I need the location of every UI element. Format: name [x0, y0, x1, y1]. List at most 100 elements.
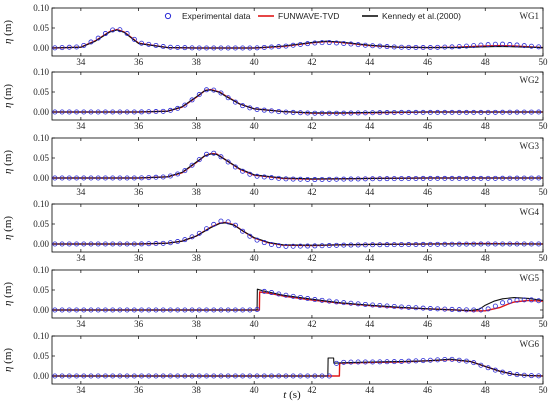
- exp-marker: [348, 41, 354, 47]
- legend-label: Kennedy et al.(2000): [382, 11, 461, 21]
- exp-marker: [449, 356, 455, 362]
- exp-marker: [81, 42, 87, 48]
- exp-marker: [406, 44, 412, 50]
- x-tick-label: 46: [423, 57, 433, 67]
- exp-marker: [189, 373, 195, 379]
- exp-marker: [283, 373, 289, 379]
- exp-marker: [204, 87, 210, 93]
- exp-marker: [514, 109, 520, 115]
- panel-frame: [51, 71, 544, 121]
- exp-marker: [348, 359, 354, 365]
- exp-marker: [59, 109, 65, 115]
- exp-marker: [312, 177, 318, 183]
- exp-marker: [211, 373, 217, 379]
- x-tick-label: 44: [365, 57, 375, 67]
- exp-marker: [471, 109, 477, 115]
- exp-marker: [384, 176, 390, 182]
- exp-marker: [52, 241, 58, 247]
- exp-marker: [492, 175, 498, 181]
- exp-marker: [471, 175, 477, 181]
- exp-marker: [370, 359, 376, 365]
- panel-frame: [51, 7, 544, 57]
- exp-marker: [370, 43, 376, 49]
- panel-label: WG6: [520, 339, 540, 349]
- exp-marker: [182, 168, 188, 174]
- exp-marker: [456, 357, 462, 363]
- exp-marker: [528, 373, 534, 379]
- exp-marker: [406, 176, 412, 182]
- exp-marker: [146, 241, 152, 247]
- y-tick-label: 0.00: [33, 107, 49, 117]
- exp-marker: [276, 291, 282, 297]
- exp-marker: [420, 305, 426, 311]
- exp-marker: [240, 373, 246, 379]
- exp-marker: [471, 43, 477, 49]
- exp-marker: [74, 109, 80, 115]
- exp-marker: [225, 307, 231, 313]
- y-tick-label: 0.10: [33, 265, 49, 275]
- exp-marker: [160, 307, 166, 313]
- panel-label: WG2: [520, 75, 540, 85]
- exp-marker: [182, 45, 188, 51]
- exp-marker: [102, 373, 108, 379]
- exp-marker: [110, 109, 116, 115]
- exp-marker: [463, 358, 469, 364]
- exp-marker: [442, 306, 448, 312]
- exp-marker: [427, 306, 433, 312]
- x-tick-label: 38: [192, 385, 202, 395]
- exp-marker: [456, 44, 462, 50]
- exp-marker: [110, 175, 116, 181]
- x-tick-label: 36: [134, 319, 144, 329]
- x-tick-label: 44: [365, 385, 375, 395]
- exp-marker: [131, 307, 137, 313]
- exp-marker: [196, 230, 202, 236]
- exp-marker: [261, 288, 267, 294]
- x-tick-label: 46: [423, 121, 433, 131]
- x-tick-label: 44: [365, 319, 375, 329]
- exp-marker: [507, 298, 513, 304]
- x-tick-label: 42: [307, 385, 316, 395]
- exp-marker: [232, 373, 238, 379]
- exp-marker: [478, 307, 484, 313]
- exp-marker: [492, 241, 498, 247]
- exp-marker: [406, 304, 412, 310]
- exp-marker: [312, 110, 318, 116]
- exp-marker: [528, 175, 534, 181]
- exp-marker: [74, 241, 80, 247]
- exp-marker: [88, 175, 94, 181]
- y-axis-label: η (m): [2, 216, 14, 240]
- exp-marker: [269, 373, 275, 379]
- exp-marker: [261, 107, 267, 113]
- exp-marker: [514, 175, 520, 181]
- kennedy-line: [52, 288, 543, 311]
- exp-marker: [182, 102, 188, 108]
- exp-marker: [52, 373, 58, 379]
- exp-marker: [341, 176, 347, 182]
- exp-marker: [290, 42, 296, 48]
- exp-marker: [398, 109, 404, 115]
- exp-marker: [204, 373, 210, 379]
- y-axis-label: η (m): [2, 150, 14, 174]
- exp-marker: [514, 241, 520, 247]
- exp-marker: [269, 241, 275, 247]
- panel-label: WG5: [520, 273, 540, 283]
- x-tick-label: 40: [250, 57, 260, 67]
- y-tick-label: 0.10: [33, 3, 49, 13]
- exp-marker: [528, 43, 534, 49]
- exp-marker: [478, 362, 484, 368]
- exp-marker: [153, 373, 159, 379]
- exp-marker: [536, 44, 542, 50]
- x-tick-label: 38: [192, 187, 202, 197]
- y-axis-label-unit: (m): [2, 20, 14, 39]
- exp-marker: [384, 44, 390, 50]
- exp-marker: [175, 373, 181, 379]
- exp-marker: [456, 175, 462, 181]
- exp-marker: [290, 373, 296, 379]
- exp-marker: [492, 303, 498, 309]
- exp-marker: [413, 358, 419, 364]
- exp-marker: [312, 373, 318, 379]
- exp-marker: [377, 359, 383, 365]
- exp-marker: [362, 110, 368, 116]
